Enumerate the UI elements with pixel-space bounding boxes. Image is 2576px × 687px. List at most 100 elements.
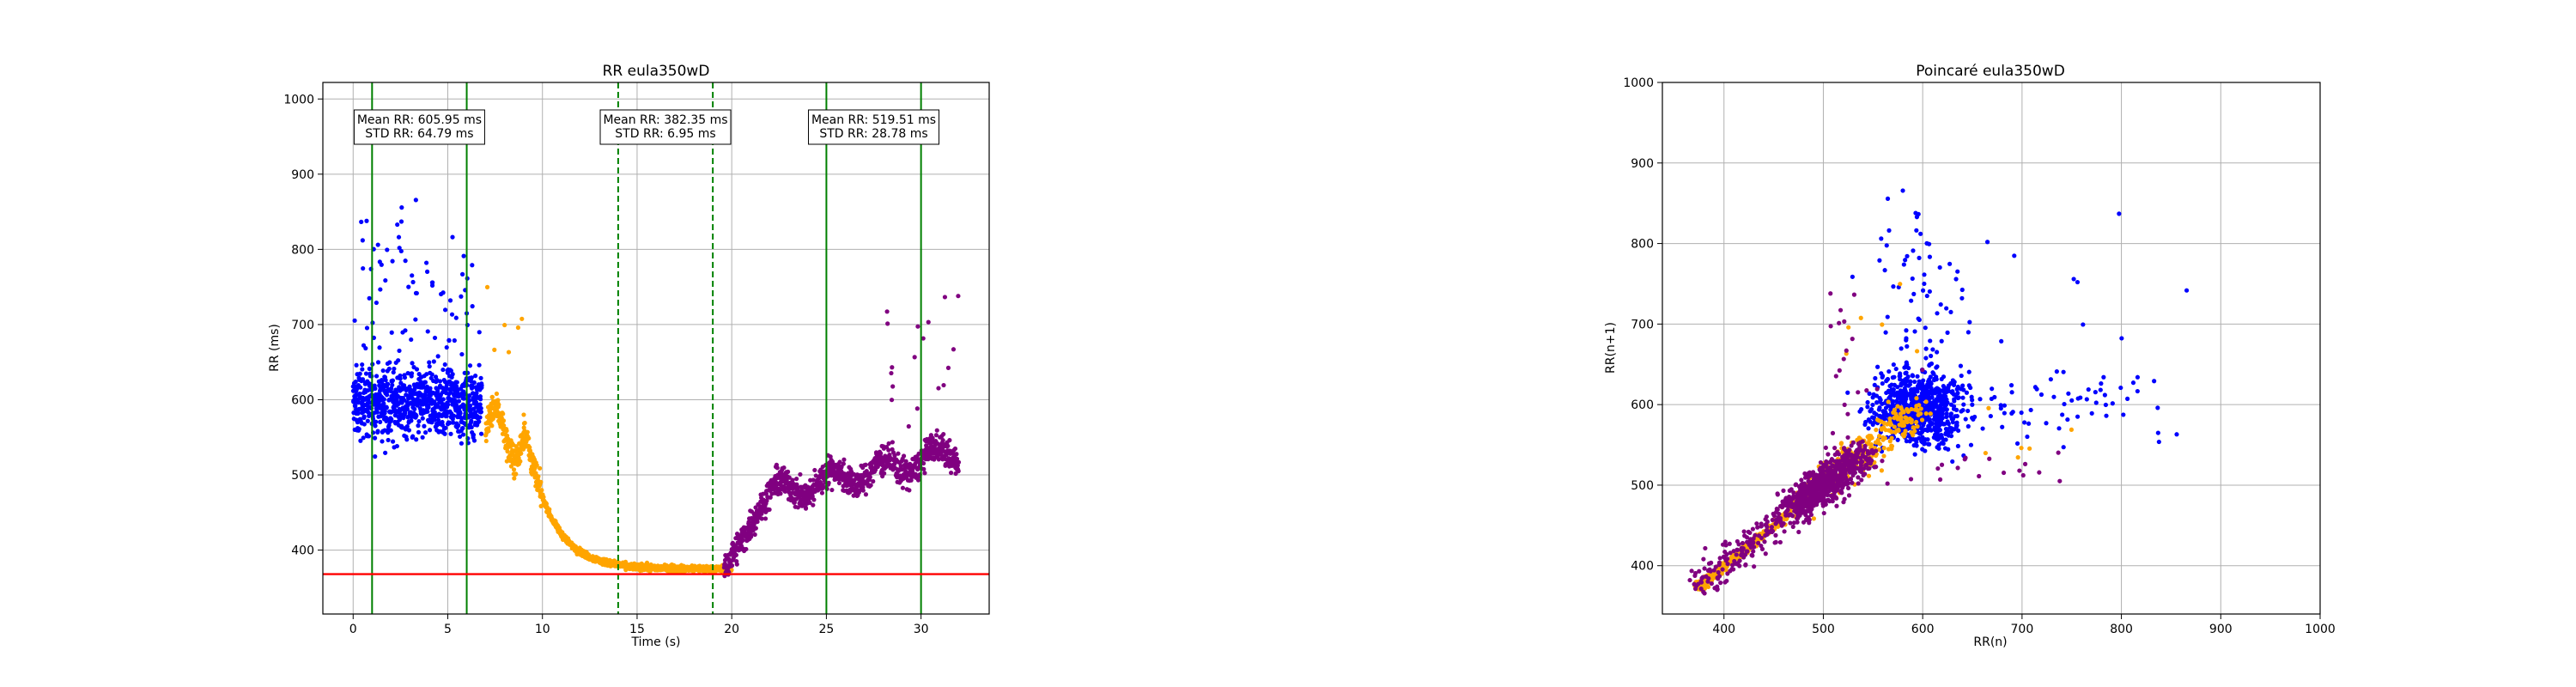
- poincare-point: [2026, 421, 2032, 426]
- poincare-point: [1967, 319, 1972, 325]
- poincare-point: [1888, 429, 1893, 434]
- rr-point: [414, 413, 419, 418]
- poincare-point: [1881, 453, 1886, 459]
- poincare-point: [1880, 322, 1885, 327]
- poincare-point: [2118, 385, 2123, 391]
- poincare-point: [1934, 365, 1939, 370]
- poincare-point: [1915, 424, 1920, 429]
- rr-point: [384, 405, 389, 410]
- poincare-chart-title: Poincaré eula350wD: [1916, 63, 2065, 80]
- poincare-point: [1942, 446, 1948, 451]
- poincare-point: [1936, 386, 1941, 392]
- poincare-point: [1939, 376, 1944, 382]
- rr-point: [492, 347, 497, 353]
- poincare-point: [1906, 383, 1911, 388]
- rr-point: [767, 507, 772, 513]
- rr-point: [366, 434, 372, 439]
- poincare-point: [1927, 416, 1932, 423]
- rr-point: [430, 280, 435, 285]
- rr-point: [922, 471, 927, 476]
- rr-point: [432, 335, 438, 341]
- rr-point: [947, 438, 952, 443]
- rr-point: [459, 294, 464, 299]
- rr-point: [386, 437, 391, 443]
- poincare-point: [1998, 405, 2003, 411]
- rr-point: [425, 329, 430, 334]
- rr-point: [467, 363, 473, 368]
- rr-chart-title: RR eula350wD: [603, 63, 710, 80]
- poincare-point: [1874, 393, 1880, 398]
- poincare-point: [1877, 441, 1882, 447]
- poincare-point: [1959, 295, 1965, 301]
- rr-point: [458, 410, 463, 416]
- rr-point: [442, 431, 447, 436]
- rr-point: [489, 423, 495, 429]
- rr-point: [401, 398, 407, 403]
- poincare-point: [2022, 420, 2027, 425]
- poincare-point: [1943, 437, 1948, 442]
- rr-point: [450, 234, 455, 240]
- rr-point: [363, 371, 369, 376]
- poincare-point: [1922, 272, 1927, 277]
- rr-point: [470, 304, 475, 309]
- poincare-point: [1883, 330, 1888, 335]
- rr-point: [425, 409, 430, 414]
- poincare-point: [1944, 306, 1949, 311]
- poincare-point: [1939, 338, 1944, 344]
- rr-point: [406, 428, 412, 433]
- poincare-point: [1966, 383, 1971, 388]
- poincare-point: [2019, 410, 2024, 416]
- rr-y-tick-label: 1000: [283, 93, 314, 106]
- rr-point: [468, 403, 473, 408]
- rr-point: [940, 438, 945, 443]
- poincare-points: [1687, 188, 2190, 596]
- rr-point: [519, 316, 525, 321]
- rr-point: [942, 295, 948, 300]
- poincare-point: [2015, 455, 2020, 460]
- poincare-point: [2025, 434, 2030, 440]
- rr-point: [819, 490, 825, 495]
- poincare-point: [1925, 437, 1930, 442]
- rr-point: [926, 319, 931, 325]
- poincare-point: [1922, 281, 1927, 287]
- rr-point: [354, 362, 359, 368]
- poincare-point: [2010, 410, 2015, 415]
- poincare-point: [2034, 386, 2039, 392]
- poincare-point: [1892, 407, 1898, 412]
- poincare-point: [1909, 298, 1914, 303]
- poincare-point: [1915, 384, 1921, 389]
- rr-point: [868, 483, 873, 488]
- poincare-point: [2019, 446, 2024, 451]
- rr-point: [477, 419, 482, 424]
- rr-point: [414, 290, 419, 296]
- poincare-point: [1952, 397, 1957, 402]
- poincare-point: [1880, 374, 1886, 379]
- rr-point: [890, 440, 895, 445]
- rr-y-tick-label: 400: [291, 544, 314, 558]
- rr-point: [427, 364, 432, 369]
- rr-point: [744, 546, 749, 552]
- rr-point: [360, 238, 365, 243]
- rr-point: [447, 420, 453, 426]
- rr-point: [451, 420, 456, 425]
- poincare-point: [1874, 427, 1879, 433]
- poincare-point: [1893, 411, 1899, 416]
- poincare-point: [1900, 188, 1905, 193]
- poincare-point: [2081, 322, 2086, 327]
- poincare-point: [1868, 407, 1874, 412]
- rr-point: [890, 365, 895, 370]
- rr-point: [471, 432, 477, 437]
- rr-point: [752, 532, 757, 538]
- poincare-point: [1905, 253, 1910, 258]
- rr-point: [477, 330, 482, 335]
- rr-point: [352, 318, 357, 323]
- rr-point: [396, 358, 401, 363]
- rr-point: [798, 471, 803, 477]
- poincare-point: [1929, 421, 1935, 426]
- rr-point: [941, 431, 946, 437]
- rr-stats-text: Mean RR: 519.51 ms: [811, 113, 936, 127]
- rr-point: [396, 234, 402, 240]
- rr-point: [440, 397, 446, 402]
- rr-point: [945, 443, 951, 448]
- poincare-point: [1895, 416, 1900, 422]
